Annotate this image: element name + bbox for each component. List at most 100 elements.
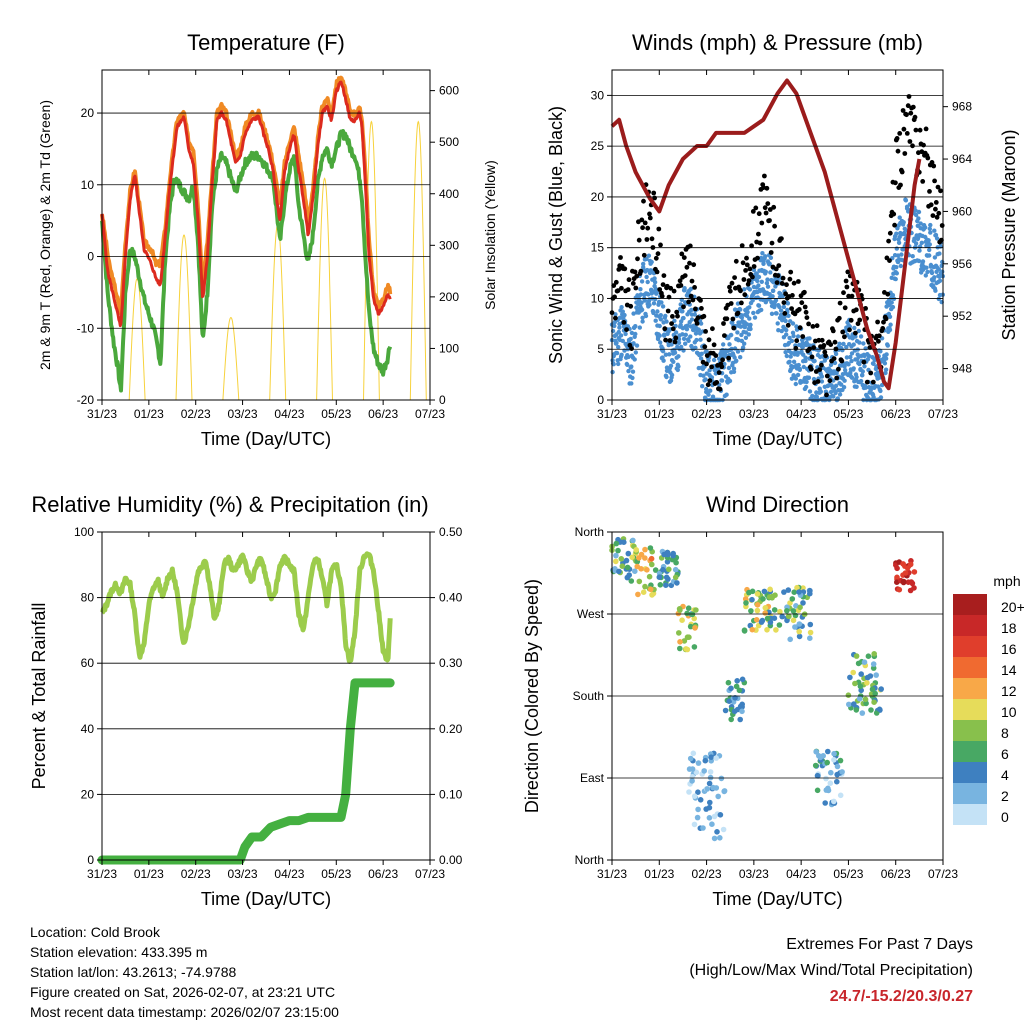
wind-point — [640, 319, 645, 324]
wind-point — [807, 389, 813, 394]
direction-point — [684, 646, 691, 653]
y-tick-label: 60 — [81, 656, 95, 670]
gust-point — [647, 211, 652, 217]
wind-point — [877, 375, 882, 380]
x-tick-label: 06/23 — [368, 407, 398, 421]
gust-point — [824, 373, 830, 379]
gust-point — [671, 288, 677, 294]
wind-point — [678, 322, 683, 328]
wind-point — [896, 240, 902, 245]
gust-point — [686, 299, 691, 305]
gust-point — [815, 379, 821, 384]
wind-point — [894, 265, 899, 270]
wind-point — [658, 340, 663, 345]
wind-point — [707, 368, 712, 373]
gust-point — [744, 262, 750, 268]
gust-point — [932, 178, 937, 184]
y2-axis-label: Solar Insolation (Yellow) — [482, 160, 498, 310]
direction-point — [859, 710, 866, 716]
wind-point — [620, 309, 625, 314]
wind-point — [759, 279, 764, 284]
direction-point — [812, 762, 819, 769]
direction-point — [647, 586, 654, 593]
direction-point — [686, 789, 692, 795]
wind-point — [851, 342, 856, 347]
wind-point — [796, 362, 801, 368]
wind-point — [924, 265, 929, 270]
wind-point — [822, 358, 827, 363]
gust-point — [925, 155, 931, 161]
colorbar-label: 2 — [1001, 788, 1009, 804]
y-tick-label: North — [575, 853, 604, 867]
wind-point — [698, 356, 704, 361]
wind-point — [846, 362, 851, 367]
wind-point — [934, 236, 940, 241]
gust-point — [655, 251, 661, 257]
wind-point — [895, 253, 901, 258]
wind-point — [795, 334, 801, 339]
gust-point — [803, 309, 809, 315]
direction-point — [846, 701, 852, 708]
wind-point — [785, 307, 790, 313]
gust-point — [933, 200, 939, 205]
wind-point — [842, 378, 847, 383]
wind-point — [791, 359, 797, 364]
gust-point — [661, 273, 667, 278]
humidity-panel: 0 20 40 60 80 100 0.00 0.10 0.20 0.30 0.40 0.50 31/2… — [29, 492, 463, 909]
x-tick-label: 05/23 — [833, 407, 863, 421]
gust-point — [834, 375, 840, 381]
gust-point — [670, 326, 676, 332]
gust-point — [887, 258, 892, 263]
wind-point — [745, 309, 750, 315]
gust-point — [908, 110, 914, 116]
gust-point — [717, 386, 723, 392]
x-tick-label: 05/23 — [321, 407, 351, 421]
wind-point — [622, 312, 627, 318]
gust-point — [800, 334, 806, 339]
wind-point — [755, 278, 760, 284]
wind-point — [878, 349, 883, 354]
wind-point — [793, 381, 798, 387]
gust-point — [691, 262, 697, 268]
y2-tick-label: 948 — [952, 362, 972, 376]
direction-point — [847, 674, 853, 681]
gust-point — [681, 304, 686, 310]
direction-point — [679, 617, 685, 623]
wind-point — [692, 312, 697, 317]
wind-point — [655, 309, 660, 314]
y-axis-label: Sonic Wind & Gust (Blue, Black) — [546, 106, 566, 364]
direction-point — [613, 558, 619, 565]
wind-point — [779, 328, 784, 334]
gust-point — [842, 334, 847, 340]
gust-point — [750, 209, 756, 214]
gust-point — [892, 222, 897, 228]
wind-point — [887, 327, 893, 333]
colorbar-label: 12 — [1001, 683, 1017, 699]
direction-point — [796, 589, 802, 595]
wind-point — [667, 352, 672, 357]
direction-point — [629, 554, 635, 561]
direction-point — [689, 778, 695, 784]
gust-point — [907, 139, 913, 144]
wind-point — [619, 352, 624, 357]
wind-point — [682, 288, 687, 293]
wind-point — [672, 350, 678, 355]
direction-point — [856, 695, 863, 702]
gust-point — [741, 277, 747, 282]
direction-point — [652, 567, 659, 573]
direction-point — [613, 552, 619, 559]
wind-point — [630, 369, 636, 374]
direction-point — [694, 814, 701, 821]
wind-point — [653, 286, 658, 292]
y2-tick-label: 0.00 — [439, 853, 463, 867]
direction-point — [743, 600, 749, 606]
wind-point — [917, 248, 922, 253]
direction-point — [794, 584, 800, 591]
wind-point — [854, 374, 859, 380]
wind-point — [703, 377, 708, 382]
direction-point — [911, 585, 917, 591]
gust-point — [762, 205, 768, 211]
direction-point — [624, 574, 631, 581]
wind-point — [686, 338, 691, 343]
